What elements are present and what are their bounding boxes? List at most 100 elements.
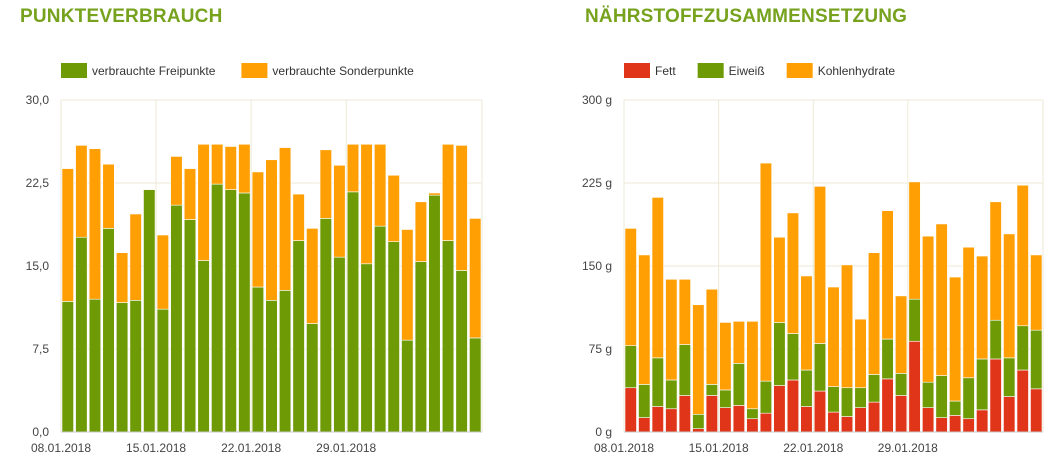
points-bar-verbrauchte-freipunkte[interactable] [401,339,414,433]
nutrients-bar-eiweiss[interactable] [705,384,718,396]
nutrients-bar-eiweiss[interactable] [813,343,827,392]
nutrients-bar-eiweiss[interactable] [1030,329,1043,390]
nutrients-bar-kohlenhydrate[interactable] [989,201,1002,321]
points-bar-verbrauchte-freipunkte[interactable] [61,301,74,433]
points-bar-verbrauchte-sonderpunkte[interactable] [238,143,251,194]
nutrients-bar-fett[interactable] [935,417,948,433]
nutrients-bar-eiweiss[interactable] [692,413,705,429]
points-bar-verbrauchte-sonderpunkte[interactable] [469,218,482,339]
nutrients-bar-kohlenhydrate[interactable] [800,275,813,371]
legend-item-verbrauchte-freipunkte[interactable]: verbrauchte Freipunkte [61,63,216,78]
points-bar-verbrauchte-sonderpunkte[interactable] [170,156,183,206]
points-bar-verbrauchte-freipunkte[interactable] [319,218,332,433]
points-bar-verbrauchte-freipunkte[interactable] [102,228,115,433]
nutrients-bar-kohlenhydrate[interactable] [922,235,935,383]
points-bar-verbrauchte-sonderpunkte[interactable] [414,201,427,262]
nutrients-bar-kohlenhydrate[interactable] [881,210,894,340]
nutrients-bar-kohlenhydrate[interactable] [1016,184,1029,327]
points-bar-verbrauchte-sonderpunkte[interactable] [61,168,74,302]
points-bar-verbrauchte-sonderpunkte[interactable] [360,143,373,265]
nutrients-bar-fett[interactable] [759,412,772,433]
nutrients-bar-eiweiss[interactable] [895,373,908,396]
points-bar-verbrauchte-freipunkte[interactable] [428,194,441,433]
points-bar-verbrauchte-freipunkte[interactable] [211,183,224,433]
nutrients-bar-fett[interactable] [800,406,813,433]
points-bar-verbrauchte-freipunkte[interactable] [360,263,373,433]
nutrients-bar-kohlenhydrate[interactable] [1003,233,1016,359]
nutrients-bar-fett[interactable] [976,409,989,433]
nutrients-bar-fett[interactable] [1003,396,1016,433]
nutrients-bar-fett[interactable] [840,416,854,433]
nutrients-bar-fett[interactable] [719,407,732,433]
points-bar-verbrauchte-freipunkte[interactable] [238,192,251,433]
points-bar-verbrauchte-sonderpunkte[interactable] [251,171,265,288]
points-bar-verbrauchte-freipunkte[interactable] [224,189,237,433]
points-bar-verbrauchte-freipunkte[interactable] [374,225,387,433]
points-bar-verbrauchte-freipunkte[interactable] [306,323,319,433]
nutrients-bar-eiweiss[interactable] [786,333,800,381]
nutrients-bar-fett[interactable] [867,401,881,433]
points-bar-verbrauchte-sonderpunkte[interactable] [292,193,305,241]
nutrients-bar-kohlenhydrate[interactable] [638,254,651,385]
nutrients-bar-kohlenhydrate[interactable] [692,304,705,415]
points-bar-verbrauchte-freipunkte[interactable] [265,300,278,433]
nutrients-bar-kohlenhydrate[interactable] [1030,254,1043,331]
nutrients-bar-eiweiss[interactable] [854,387,867,408]
nutrients-bar-fett[interactable] [678,395,691,433]
nutrients-bar-eiweiss[interactable] [638,384,651,418]
nutrients-bar-eiweiss[interactable] [746,408,759,420]
nutrients-bar-eiweiss[interactable] [1016,325,1029,371]
nutrients-bar-eiweiss[interactable] [976,358,989,411]
points-bar-verbrauchte-sonderpunkte[interactable] [401,229,414,341]
nutrients-bar-kohlenhydrate[interactable] [976,255,989,360]
nutrients-bar-kohlenhydrate[interactable] [908,181,921,300]
nutrients-bar-kohlenhydrate[interactable] [759,162,772,382]
nutrients-bar-fett[interactable] [922,407,935,433]
nutrients-bar-eiweiss[interactable] [732,363,745,406]
nutrients-bar-fett[interactable] [665,408,678,433]
points-bar-verbrauchte-sonderpunkte[interactable] [88,148,102,300]
points-bar-verbrauchte-sonderpunkte[interactable] [428,192,441,196]
nutrients-bar-fett[interactable] [1030,388,1043,433]
points-bar-verbrauchte-sonderpunkte[interactable] [319,149,332,219]
nutrients-bar-eiweiss[interactable] [922,381,935,408]
points-bar-verbrauchte-freipunkte[interactable] [75,236,88,433]
nutrients-bar-fett[interactable] [854,407,867,433]
points-bar-verbrauchte-sonderpunkte[interactable] [265,159,278,301]
points-bar-verbrauchte-freipunkte[interactable] [292,240,305,433]
nutrients-bar-kohlenhydrate[interactable] [827,286,840,387]
nutrients-bar-kohlenhydrate[interactable] [746,321,759,410]
points-bar-verbrauchte-sonderpunkte[interactable] [387,174,400,242]
nutrients-bar-fett[interactable] [732,405,745,433]
legend-item-kohlenhydrate[interactable]: Kohlenhydrate [786,63,896,78]
points-bar-verbrauchte-sonderpunkte[interactable] [441,143,455,241]
points-bar-verbrauchte-sonderpunkte[interactable] [455,145,468,271]
points-bar-verbrauchte-sonderpunkte[interactable] [333,164,346,258]
points-bar-verbrauchte-freipunkte[interactable] [143,189,156,433]
nutrients-bar-eiweiss[interactable] [624,345,637,389]
nutrients-bar-eiweiss[interactable] [962,377,975,420]
points-bar-verbrauchte-sonderpunkte[interactable] [102,163,115,229]
nutrients-bar-eiweiss[interactable] [1003,357,1016,397]
nutrients-bar-fett[interactable] [1016,369,1029,433]
points-bar-verbrauchte-sonderpunkte[interactable] [156,234,169,310]
legend-item-verbrauchte-sonderpunkte[interactable]: verbrauchte Sonderpunkte [241,63,414,78]
points-bar-verbrauchte-freipunkte[interactable] [197,260,210,433]
points-bar-verbrauchte-sonderpunkte[interactable] [129,213,142,301]
points-bar-verbrauchte-freipunkte[interactable] [346,191,360,433]
nutrients-bar-fett[interactable] [949,415,962,433]
legend-item-eiweiss[interactable]: Eiweiß [697,63,765,78]
nutrients-bar-kohlenhydrate[interactable] [665,278,678,381]
nutrients-bar-kohlenhydrate[interactable] [935,223,948,376]
points-bar-verbrauchte-freipunkte[interactable] [156,308,169,433]
points-bar-verbrauchte-freipunkte[interactable] [278,290,292,433]
nutrients-bar-eiweiss[interactable] [719,389,732,408]
nutrients-bar-kohlenhydrate[interactable] [854,318,867,389]
nutrients-bar-fett[interactable] [773,385,786,433]
nutrients-bar-eiweiss[interactable] [949,400,962,416]
nutrients-bar-eiweiss[interactable] [867,374,881,403]
points-bar-verbrauchte-freipunkte[interactable] [88,298,102,433]
nutrients-bar-eiweiss[interactable] [800,369,813,407]
nutrients-bar-kohlenhydrate[interactable] [840,264,854,389]
points-bar-verbrauchte-sonderpunkte[interactable] [224,146,237,190]
